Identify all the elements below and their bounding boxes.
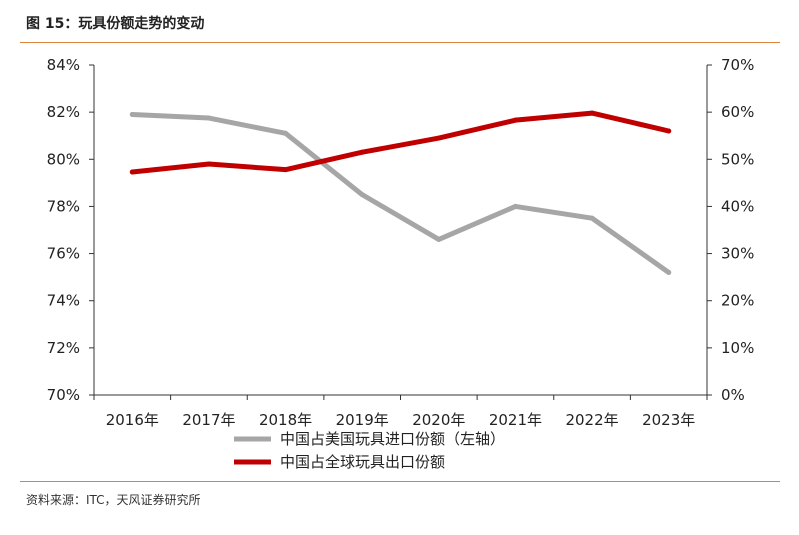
- x-tick-label: 2022年: [565, 411, 618, 429]
- chart: 70% 72% 74% 76% 78% 80% 82% 84% 0% 10% 20% 30% 40% 5…: [47, 56, 755, 471]
- us-import-share-line: [129, 112, 672, 275]
- us-import-share-legend-label: 中国占美国玩具进口份额（左轴）: [280, 430, 505, 448]
- right-tick-label: 20%: [721, 292, 754, 310]
- x-tick-label: 2020年: [412, 411, 465, 429]
- x-tick-label: 2023年: [642, 411, 695, 429]
- right-axis-ticks: 0% 10% 20% 30% 40% 50% 60% 70%: [707, 56, 754, 404]
- figure-title: 图 15：玩具份额走势的变动: [26, 16, 205, 32]
- global-export-share-point: [206, 161, 212, 167]
- top-rule: [20, 42, 780, 43]
- left-axis-ticks: 70% 72% 74% 76% 78% 80% 82% 84%: [47, 56, 94, 404]
- x-tick-label: 2019年: [336, 411, 389, 429]
- us-import-share-point: [666, 269, 672, 275]
- global-export-share-point: [359, 149, 365, 155]
- right-tick-label: 50%: [721, 150, 754, 168]
- left-tick-label: 80%: [47, 150, 80, 168]
- global-export-share-line: [129, 110, 672, 175]
- x-tick-label: 2016年: [106, 411, 159, 429]
- global-export-share-point: [666, 128, 672, 134]
- global-export-share-point: [129, 169, 135, 175]
- legend: 中国占美国玩具进口份额（左轴） 中国占全球玩具出口份额: [234, 430, 505, 471]
- us-import-share-point: [359, 192, 365, 198]
- left-tick-label: 70%: [47, 386, 80, 404]
- global-export-share-point: [436, 135, 442, 141]
- left-tick-label: 82%: [47, 103, 80, 121]
- global-export-share-point: [283, 167, 289, 173]
- left-tick-label: 76%: [47, 245, 80, 263]
- right-tick-label: 0%: [721, 386, 745, 404]
- global-export-share-point: [589, 110, 595, 116]
- us-import-share-point: [512, 203, 518, 209]
- x-axis-ticks: 2016年 2017年 2018年 2019年 2020年 2021年 2022年 2023年: [93, 395, 708, 429]
- us-import-share-point: [436, 236, 442, 242]
- global-export-share-point: [512, 117, 518, 123]
- right-tick-label: 40%: [721, 197, 754, 215]
- left-tick-label: 74%: [47, 292, 80, 310]
- us-import-share-point: [283, 130, 289, 136]
- left-tick-label: 84%: [47, 56, 80, 74]
- right-tick-label: 10%: [721, 339, 754, 357]
- us-import-share-point: [589, 215, 595, 221]
- source-note: 资料来源：ITC，天风证券研究所: [26, 493, 201, 507]
- global-export-share-legend-label: 中国占全球玩具出口份额: [280, 453, 445, 471]
- right-tick-label: 30%: [721, 245, 754, 263]
- us-import-share-point: [129, 112, 135, 117]
- us-import-share-point: [206, 115, 212, 121]
- x-tick-label: 2018年: [259, 411, 312, 429]
- left-tick-label: 78%: [47, 197, 80, 215]
- x-tick-label: 2021年: [489, 411, 542, 429]
- right-tick-label: 60%: [721, 103, 754, 121]
- x-tick-label: 2017年: [182, 411, 235, 429]
- left-tick-label: 72%: [47, 339, 80, 357]
- series-lines: [129, 110, 672, 275]
- right-tick-label: 70%: [721, 56, 754, 74]
- bottom-rule: [20, 481, 780, 482]
